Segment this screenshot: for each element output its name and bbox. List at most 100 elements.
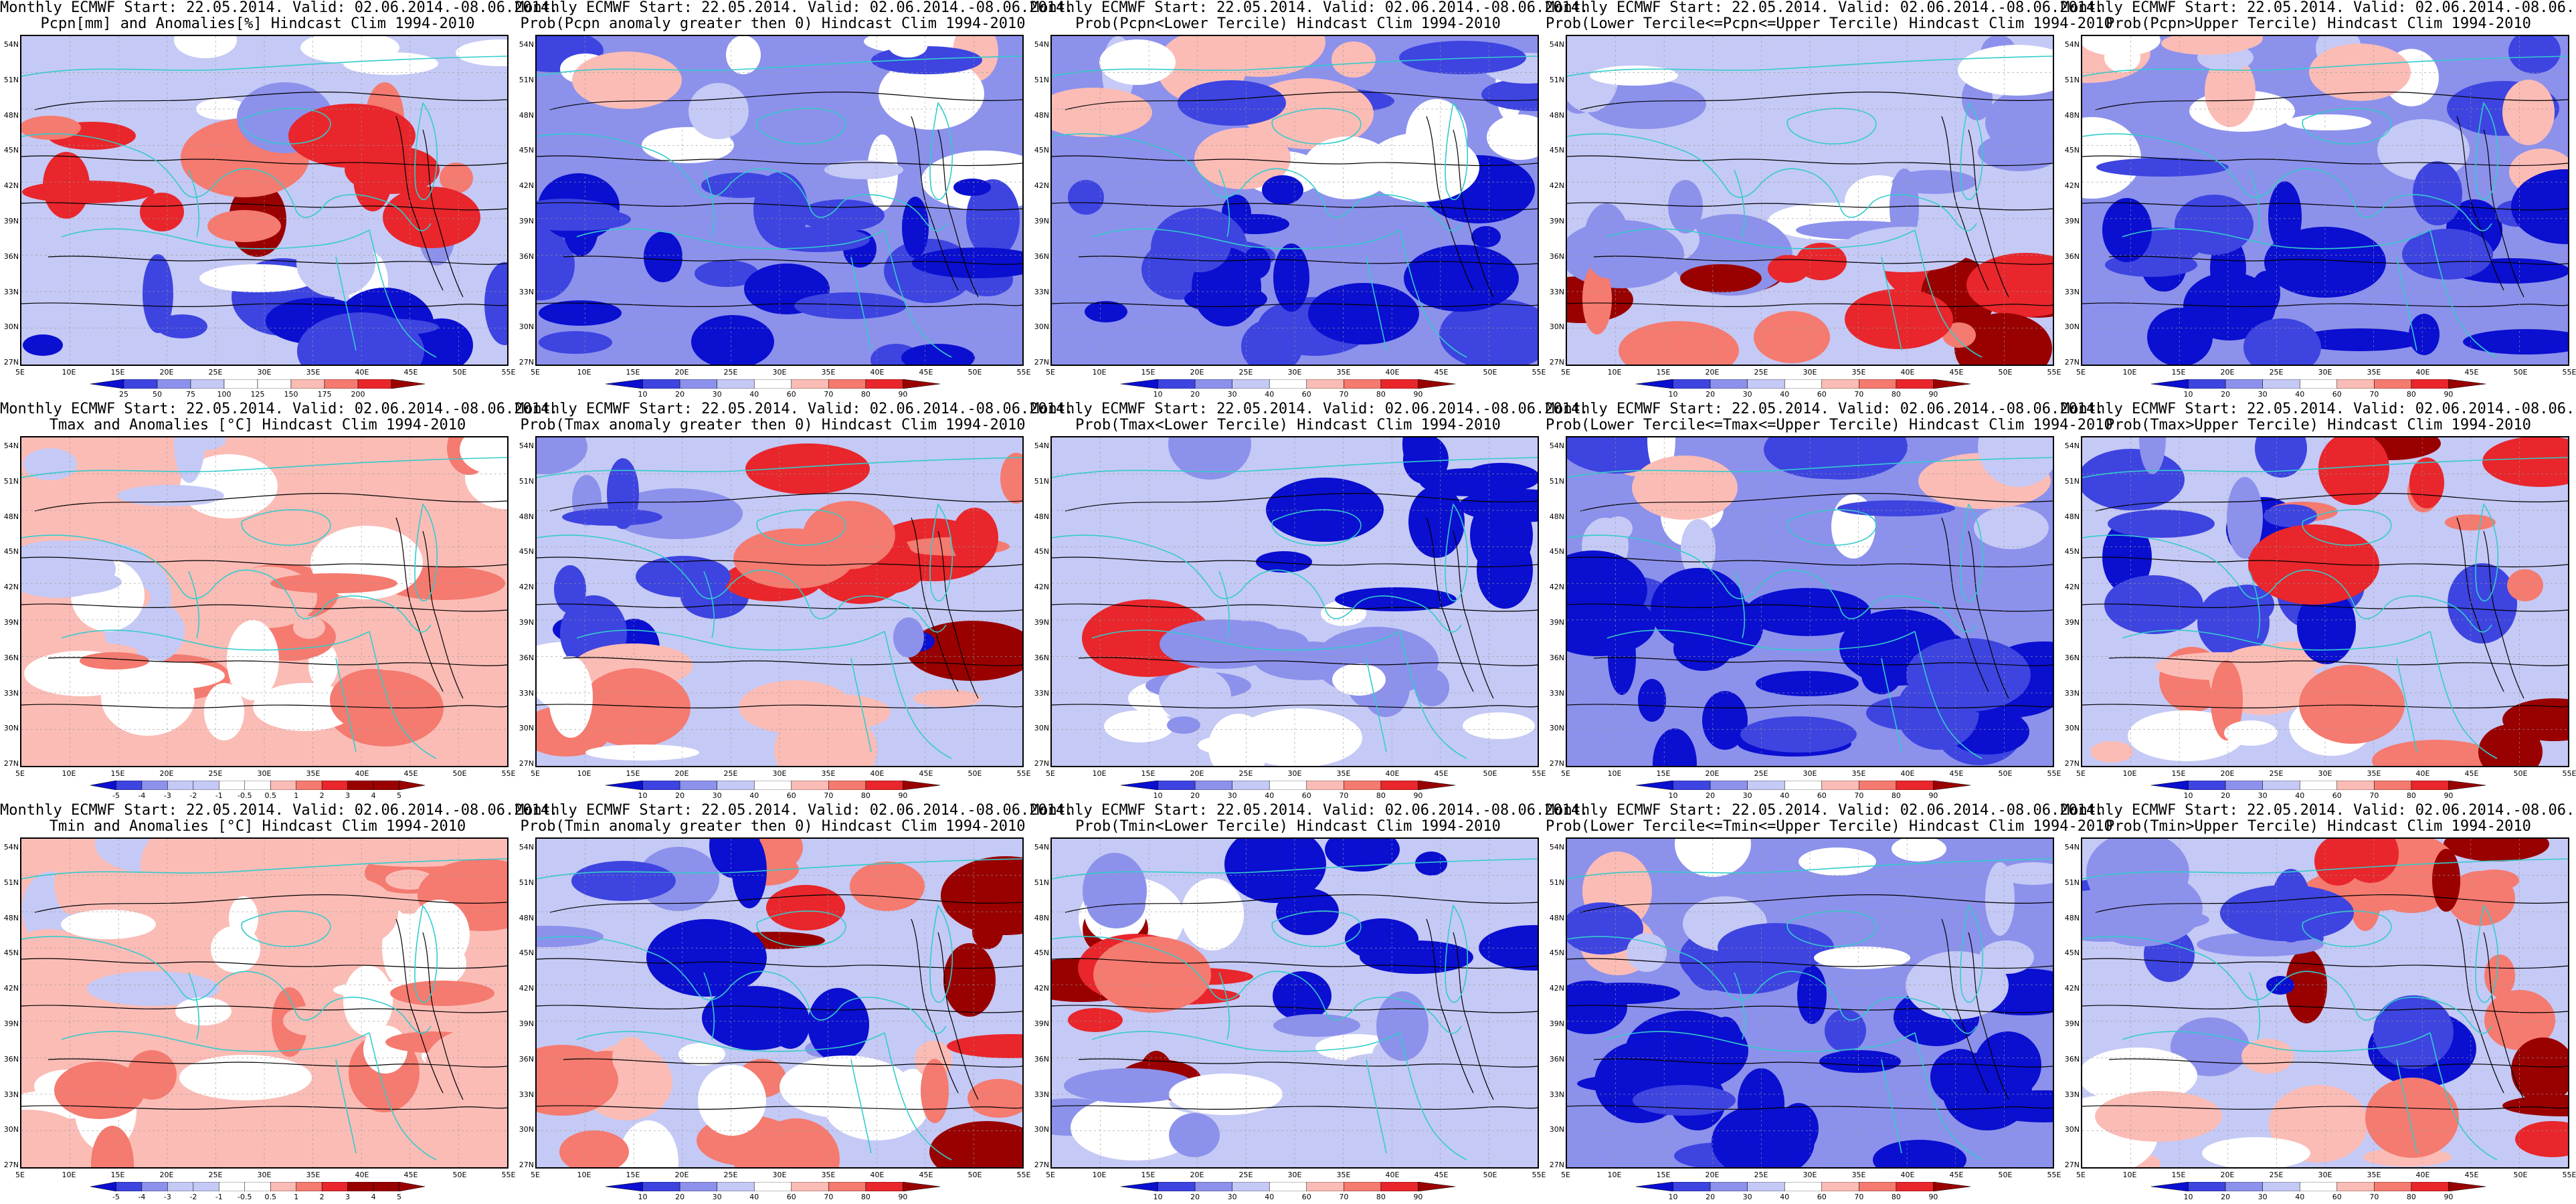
latitude-tick: 30N [2064,724,2080,733]
colorbar-label: 20 [1706,791,1716,800]
shaded-area [270,573,397,593]
shaded-area [953,179,991,196]
longitude-tick: 45E [919,1171,933,1179]
colorbar-label: 60 [1817,1193,1827,1201]
latitude-tick: 39N [3,1019,19,1028]
coastline [2082,858,2568,880]
colorbar-swatch [116,1182,143,1191]
latitude-tick: 42N [1034,583,1049,592]
colorbar-swatch [642,379,680,389]
contour-line [1052,202,1538,211]
shaded-area [21,929,88,976]
latitude-tick: 27N [1549,358,1564,367]
shaded-area [2372,740,2500,766]
shaded-area [929,1121,1022,1167]
panel-title-line1: Monthly ECMWF Start: 22.05.2014. Valid: … [515,401,1074,417]
longitude-tick: 10E [1607,1171,1622,1179]
longitude-tick: 30E [772,1171,787,1179]
colorbar-label: 40 [1780,390,1790,399]
contour-line [2082,202,2568,211]
longitude-tick: 5E [531,769,540,778]
shaded-area [91,1126,134,1167]
colorbar-label: 80 [860,1193,870,1201]
shaded-area [1273,1014,1360,1037]
colorbar-label: -5 [112,791,120,800]
longitude-tick: 55E [2047,1171,2061,1179]
colorbar-swatch [1380,379,1418,389]
shaded-area [1477,531,1533,609]
shaded-area [808,988,869,1062]
longitude-tick: 5E [15,769,25,778]
colorbar-labels: 10 20 30 40 60 70 80 90 [606,791,940,801]
shaded-area [1068,180,1104,215]
shaded-area [1479,925,1538,971]
coastline [241,108,331,144]
latitude-tick: 42N [519,181,534,191]
coastline [2396,256,2417,351]
colorbar-label: 20 [1190,390,1200,399]
coastline [1914,631,1983,759]
contour-line [537,202,1022,211]
shaded-area [43,152,90,219]
longitude-tick: 35E [821,368,836,377]
colorbar-labels: 10 20 30 40 60 70 80 90 [1121,1193,1455,1202]
shaded-area [456,39,507,66]
longitude-tick: 55E [1016,769,1031,778]
colorbar-label: 70 [824,390,834,399]
colorbar-label: 200 [351,390,365,399]
panel-title-line2: Prob(Pcpn anomaly greater then 0) Hindca… [520,15,1026,32]
map-panel: Monthly ECMWF Start: 22.05.2014. Valid: … [1030,401,1588,803]
colorbar-label: 10 [1668,791,1678,800]
shaded-area [1477,1068,1538,1109]
colorbar-label: 2 [319,791,325,800]
shaded-area [2502,1095,2568,1116]
coastline [1271,509,1362,546]
coastline [188,972,200,1040]
shaded-area [1768,255,1809,283]
longitude-tick: 45E [1949,769,1964,778]
shaded-area [21,1110,84,1166]
latitude-tick: 36N [519,653,534,662]
latitude-tick: 42N [2064,181,2080,191]
coastline [1091,1031,1400,1052]
latitude-tick: 48N [3,913,19,922]
latitude-tick: 33N [3,688,19,698]
colorbar-label: 60 [786,1193,796,1201]
contour-line [2108,256,2568,265]
latitude-tick: 54N [1034,843,1049,851]
longitude-tick: 45E [403,769,418,778]
longitude-tick: 15E [110,769,125,778]
shaded-area [1632,456,1738,520]
contour-line [21,202,507,211]
colorbar-swatch [1784,1182,1823,1191]
contour-line [549,493,1022,512]
colorbar-label: 20 [1706,390,1716,399]
contour-line [1567,1105,2053,1110]
contour-line [1567,302,2053,308]
map-frame [535,35,1024,366]
latitude-tick: 30N [519,322,534,332]
shaded-area [2161,36,2252,55]
shaded-area [1262,175,1303,205]
colorbar-labels: -5 -4 -3 -2 -1 -0.5 0.5 1 2 3 4 5 [90,1193,425,1202]
contour-line [1052,603,1538,612]
forecast-map [1052,36,1538,365]
coastline [2302,108,2392,144]
colorbar-label: 70 [1339,1193,1349,1201]
coastline [1366,1059,1387,1154]
colorbar-label: 60 [2332,791,2342,800]
panel-title-line1: Monthly ECMWF Start: 22.05.2014. Valid: … [1546,401,2104,417]
shaded-area [1345,918,1418,960]
longitude-tick: 55E [501,368,516,377]
colorbar-label: 20 [2221,791,2231,800]
shaded-area [1680,264,1762,292]
contour-line [2483,932,2524,1100]
shaded-area [1638,679,1666,722]
contour-line [34,92,507,110]
coastline [1366,256,1387,351]
panel-title-line2: Prob(Tmin anomaly greater then 0) Hindca… [520,818,1026,835]
colorbar-swatch [1418,1182,1455,1191]
coastline [1960,503,1984,602]
latitude-tick: 36N [1549,1054,1564,1064]
latitude-tick: 33N [2064,1090,2080,1099]
